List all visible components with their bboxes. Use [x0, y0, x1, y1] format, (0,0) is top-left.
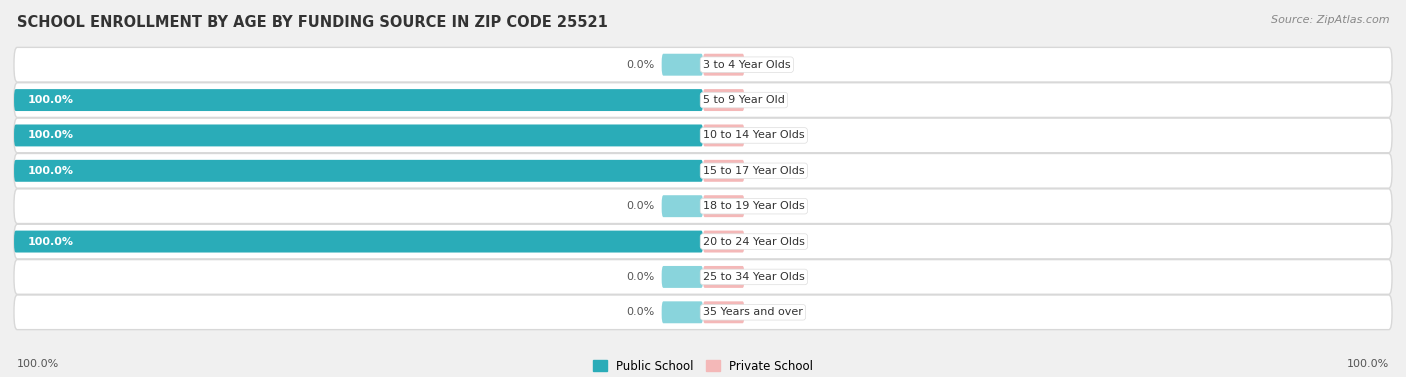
Legend: Public School, Private School: Public School, Private School	[588, 355, 818, 377]
FancyBboxPatch shape	[14, 124, 703, 146]
FancyBboxPatch shape	[14, 89, 703, 111]
Text: 0.0%: 0.0%	[751, 272, 779, 282]
Text: 100.0%: 100.0%	[28, 166, 75, 176]
Text: 35 Years and over: 35 Years and over	[703, 307, 803, 317]
Text: 5 to 9 Year Old: 5 to 9 Year Old	[703, 95, 785, 105]
Text: 100.0%: 100.0%	[1347, 359, 1389, 369]
FancyBboxPatch shape	[662, 301, 703, 323]
FancyBboxPatch shape	[703, 301, 744, 323]
Text: 100.0%: 100.0%	[28, 236, 75, 247]
FancyBboxPatch shape	[14, 160, 703, 182]
Text: 100.0%: 100.0%	[28, 130, 75, 141]
FancyBboxPatch shape	[662, 54, 703, 76]
Text: 0.0%: 0.0%	[627, 272, 655, 282]
Text: 100.0%: 100.0%	[28, 95, 75, 105]
Text: 0.0%: 0.0%	[627, 307, 655, 317]
FancyBboxPatch shape	[14, 118, 1392, 153]
FancyBboxPatch shape	[703, 195, 744, 217]
Text: 0.0%: 0.0%	[751, 236, 779, 247]
FancyBboxPatch shape	[14, 260, 1392, 294]
FancyBboxPatch shape	[662, 266, 703, 288]
Text: 20 to 24 Year Olds: 20 to 24 Year Olds	[703, 236, 804, 247]
FancyBboxPatch shape	[14, 153, 1392, 188]
Text: 25 to 34 Year Olds: 25 to 34 Year Olds	[703, 272, 804, 282]
FancyBboxPatch shape	[703, 266, 744, 288]
FancyBboxPatch shape	[662, 195, 703, 217]
Text: 0.0%: 0.0%	[751, 307, 779, 317]
Text: 0.0%: 0.0%	[751, 201, 779, 211]
FancyBboxPatch shape	[703, 124, 744, 146]
FancyBboxPatch shape	[14, 231, 703, 253]
FancyBboxPatch shape	[703, 160, 744, 182]
FancyBboxPatch shape	[14, 83, 1392, 117]
Text: 18 to 19 Year Olds: 18 to 19 Year Olds	[703, 201, 804, 211]
Text: Source: ZipAtlas.com: Source: ZipAtlas.com	[1271, 15, 1389, 25]
Text: 15 to 17 Year Olds: 15 to 17 Year Olds	[703, 166, 804, 176]
Text: 10 to 14 Year Olds: 10 to 14 Year Olds	[703, 130, 804, 141]
Text: 0.0%: 0.0%	[627, 201, 655, 211]
Text: 0.0%: 0.0%	[751, 166, 779, 176]
FancyBboxPatch shape	[14, 189, 1392, 224]
Text: 100.0%: 100.0%	[17, 359, 59, 369]
FancyBboxPatch shape	[14, 48, 1392, 82]
Text: SCHOOL ENROLLMENT BY AGE BY FUNDING SOURCE IN ZIP CODE 25521: SCHOOL ENROLLMENT BY AGE BY FUNDING SOUR…	[17, 15, 607, 30]
Text: 0.0%: 0.0%	[627, 60, 655, 70]
Text: 0.0%: 0.0%	[751, 60, 779, 70]
FancyBboxPatch shape	[14, 295, 1392, 329]
Text: 0.0%: 0.0%	[751, 95, 779, 105]
FancyBboxPatch shape	[703, 231, 744, 253]
Text: 0.0%: 0.0%	[751, 130, 779, 141]
FancyBboxPatch shape	[703, 54, 744, 76]
FancyBboxPatch shape	[14, 224, 1392, 259]
Text: 3 to 4 Year Olds: 3 to 4 Year Olds	[703, 60, 790, 70]
FancyBboxPatch shape	[703, 89, 744, 111]
